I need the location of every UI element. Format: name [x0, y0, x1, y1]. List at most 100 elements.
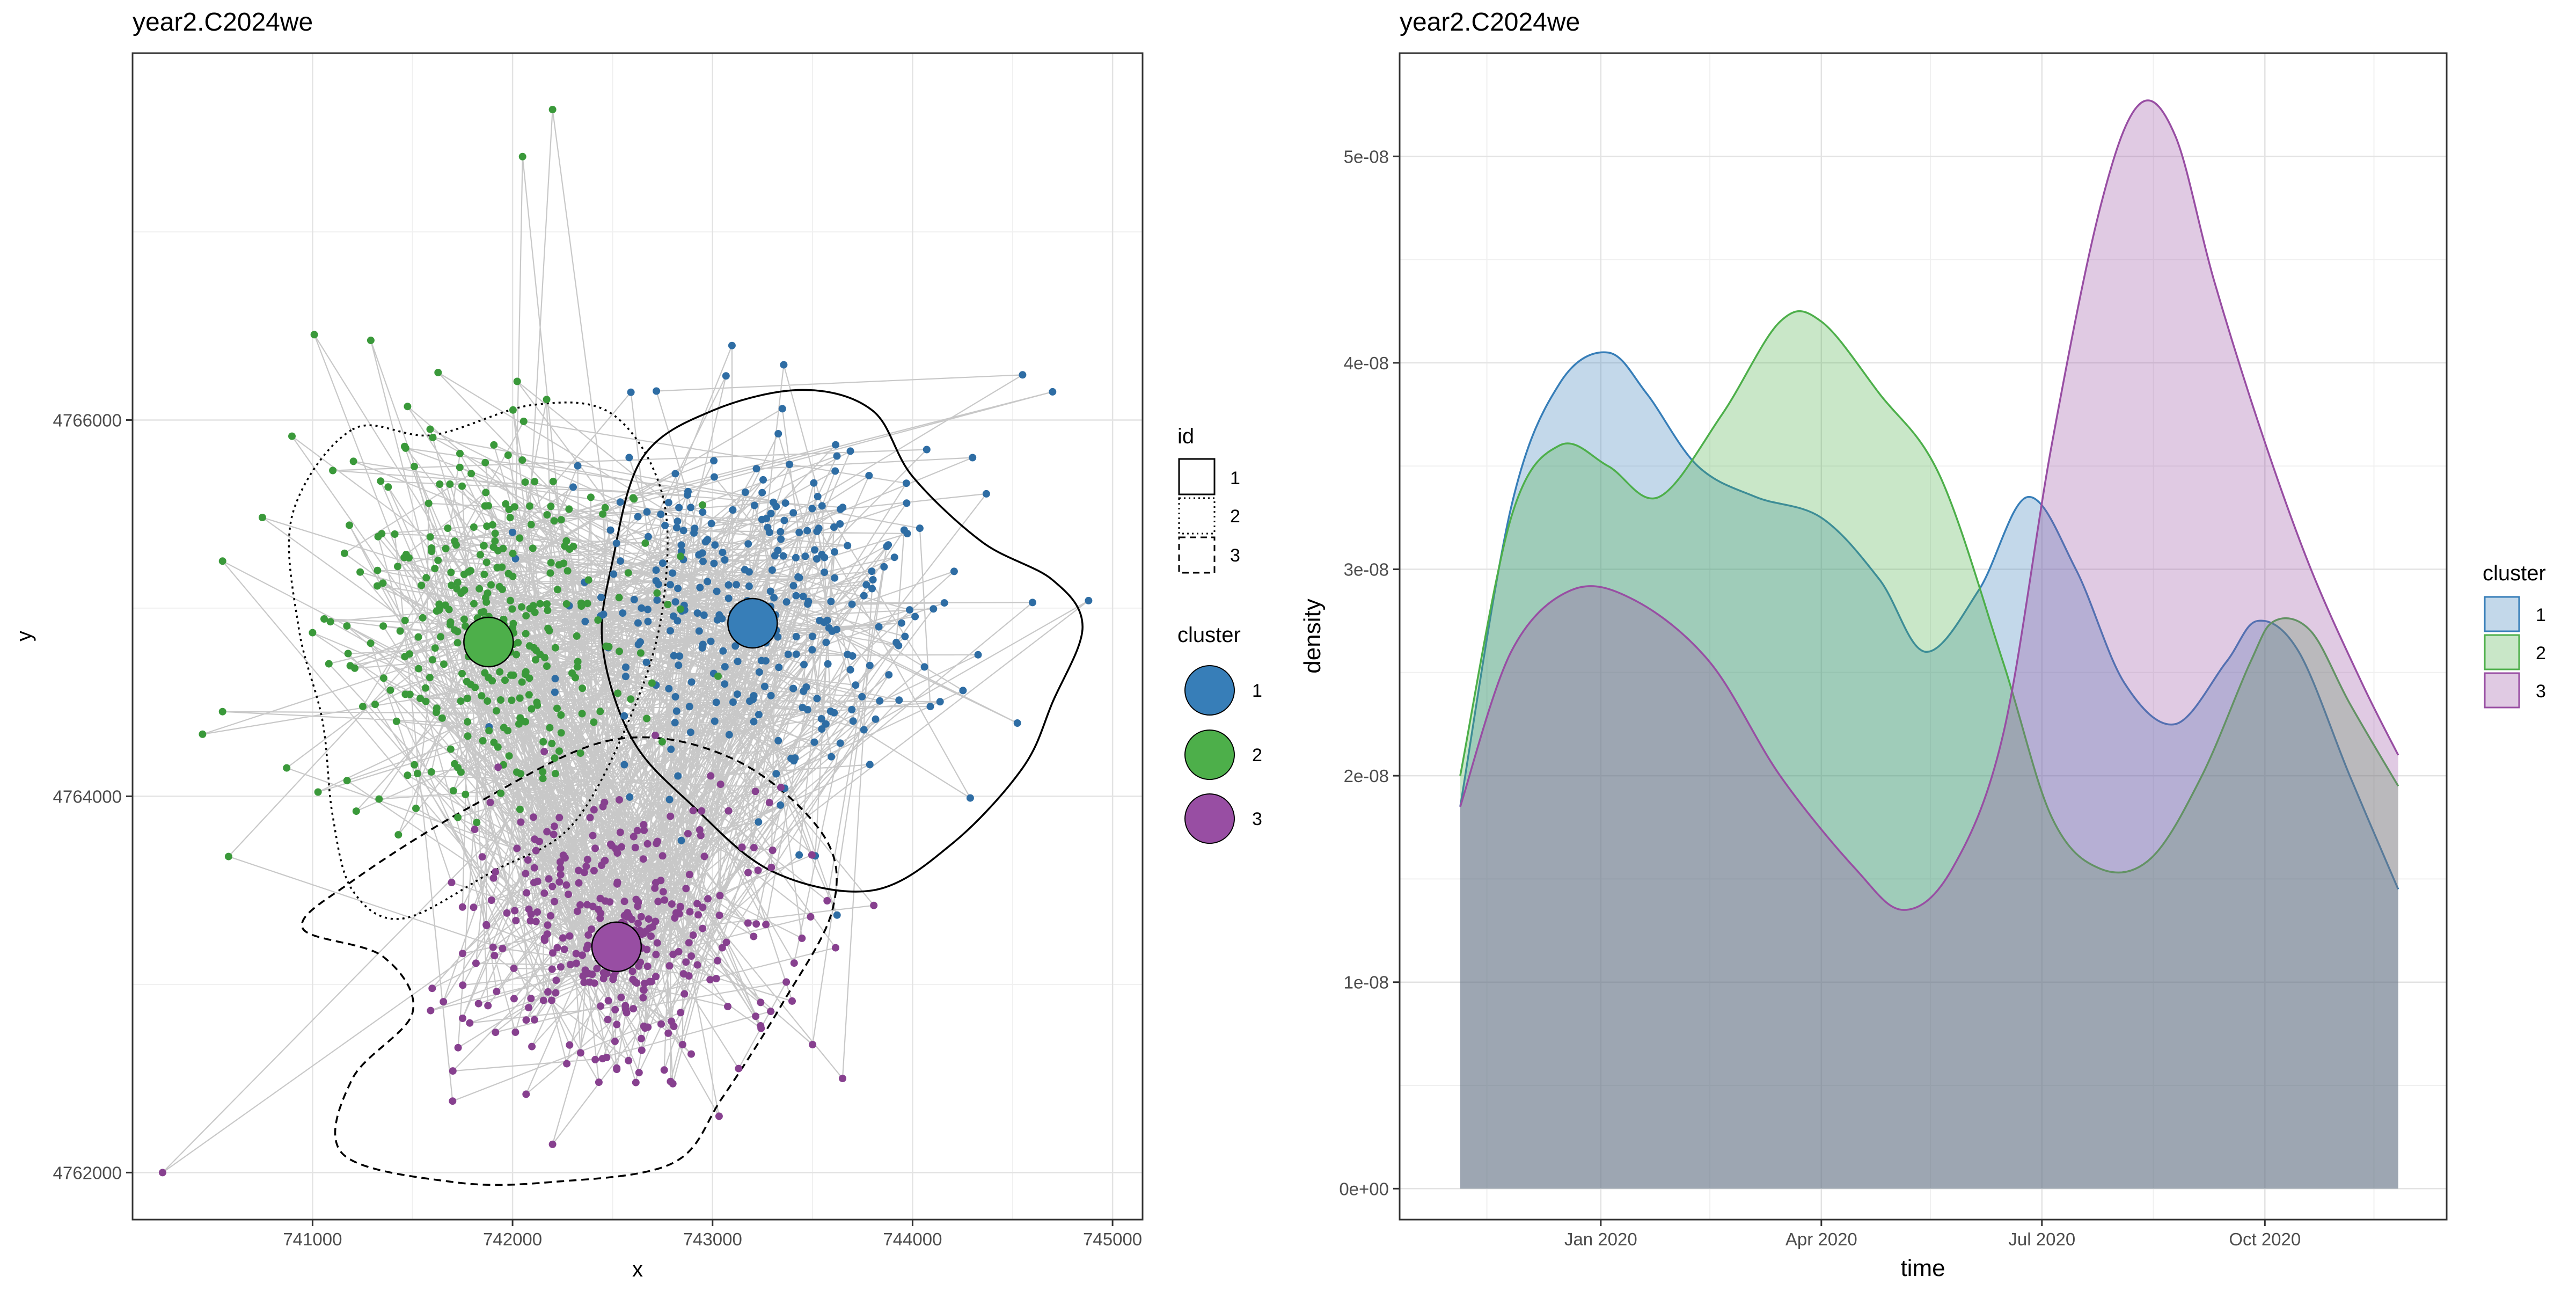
location-point — [721, 680, 729, 688]
location-point — [402, 551, 410, 558]
location-point — [471, 826, 479, 834]
location-point — [622, 663, 630, 671]
location-point — [767, 863, 775, 871]
location-point — [591, 844, 599, 852]
map-plot-border — [131, 52, 1144, 1221]
location-point — [589, 902, 597, 910]
location-point — [470, 523, 478, 531]
location-point — [862, 581, 870, 589]
location-point — [828, 753, 836, 761]
location-point — [704, 895, 712, 903]
location-point — [489, 943, 497, 951]
location-point — [653, 387, 661, 395]
location-point — [427, 768, 435, 776]
location-point — [422, 697, 430, 705]
location-point — [559, 934, 567, 942]
location-point — [620, 761, 628, 769]
location-point — [584, 576, 592, 584]
location-point — [502, 500, 510, 508]
location-point — [543, 396, 551, 404]
location-point — [638, 1034, 645, 1042]
location-point — [950, 567, 958, 575]
location-point — [772, 502, 780, 510]
location-point — [371, 701, 379, 709]
location-point — [784, 651, 792, 659]
location-point — [789, 684, 797, 692]
location-point — [866, 761, 874, 769]
location-point — [576, 1049, 584, 1057]
location-point — [623, 1009, 631, 1017]
location-point — [818, 725, 826, 733]
density-x-tick-label: Jan 2020 — [1564, 1229, 1637, 1249]
location-point — [682, 958, 690, 966]
location-point — [675, 947, 683, 956]
legend-id-label-2: 2 — [1230, 506, 1240, 527]
location-point — [671, 598, 679, 606]
location-point — [657, 510, 665, 519]
legend-density-title: cluster — [2483, 561, 2546, 585]
location-point — [684, 491, 692, 499]
location-point — [158, 1169, 166, 1177]
location-point — [653, 939, 661, 947]
location-point — [880, 563, 888, 571]
location-point — [677, 1009, 685, 1017]
location-point — [755, 668, 763, 676]
location-point — [453, 639, 462, 647]
location-point — [515, 720, 523, 728]
location-point — [601, 504, 609, 512]
location-point — [519, 418, 528, 425]
location-point — [750, 501, 758, 509]
location-point — [811, 546, 819, 554]
location-point — [529, 602, 537, 610]
location-point — [724, 594, 733, 602]
location-point — [581, 617, 589, 625]
location-point — [641, 539, 649, 547]
location-point — [509, 406, 517, 414]
legend-density-key-2 — [2484, 634, 2520, 670]
location-point — [833, 911, 841, 919]
map-location-points — [158, 106, 1093, 1177]
location-point — [576, 749, 584, 757]
location-point — [530, 864, 538, 872]
location-point — [471, 683, 479, 691]
location-point — [475, 585, 484, 593]
location-point — [781, 499, 789, 507]
location-point — [314, 788, 322, 796]
location-point — [757, 1024, 765, 1032]
location-point — [491, 952, 499, 960]
location-point — [536, 600, 544, 608]
location-point — [541, 654, 549, 662]
location-point — [524, 856, 532, 864]
location-point — [553, 704, 561, 712]
location-point — [499, 544, 507, 552]
location-point — [447, 618, 455, 626]
location-point — [559, 851, 567, 859]
location-point — [760, 682, 769, 690]
location-point — [525, 691, 533, 699]
location-point — [777, 535, 785, 543]
location-point — [751, 787, 759, 796]
location-point — [540, 934, 548, 942]
location-point — [283, 764, 291, 772]
location-point — [504, 727, 512, 735]
location-point — [665, 684, 673, 692]
location-point — [814, 493, 822, 500]
location-point — [548, 1140, 557, 1148]
density-y-tick-label: 4e-08 — [1344, 353, 1389, 373]
map-y-tick-label: 4762000 — [53, 1163, 122, 1183]
location-point — [456, 449, 464, 457]
location-point — [525, 1004, 532, 1012]
location-point — [777, 528, 785, 536]
location-point — [669, 950, 677, 958]
location-point — [680, 990, 689, 998]
location-point — [551, 675, 559, 683]
location-point — [620, 898, 628, 906]
location-point — [614, 689, 622, 697]
location-point — [630, 495, 638, 503]
location-point — [792, 650, 800, 658]
location-point — [597, 593, 605, 601]
location-point — [483, 522, 491, 530]
location-point — [497, 789, 505, 797]
location-point — [821, 553, 829, 561]
location-point — [528, 705, 536, 713]
